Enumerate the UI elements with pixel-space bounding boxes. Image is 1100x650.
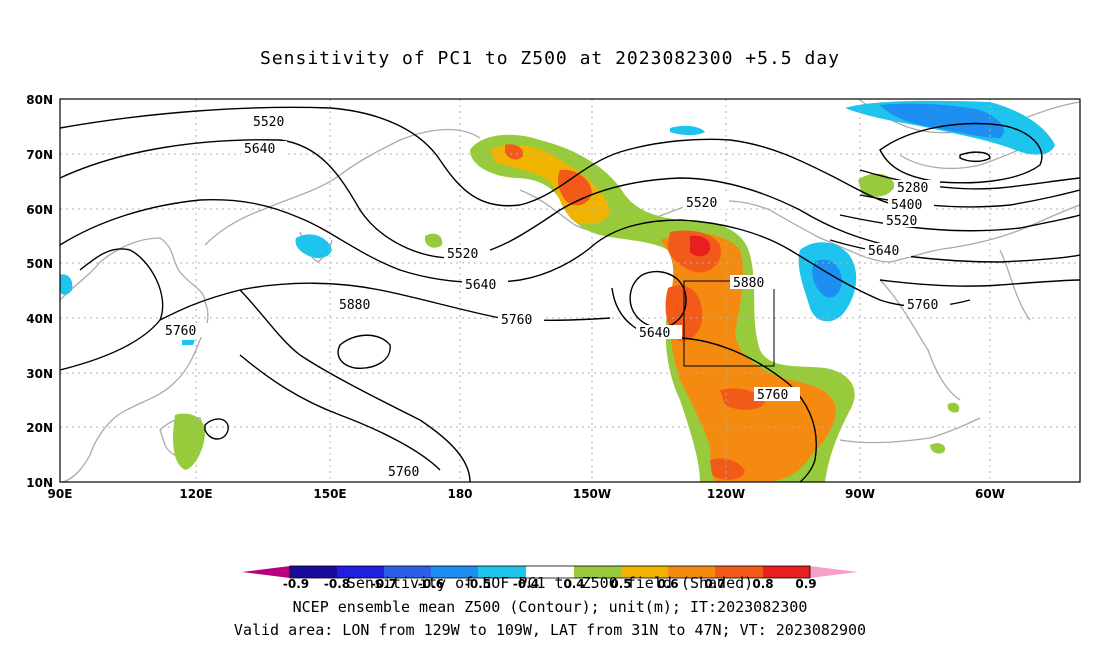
svg-text:5760: 5760 xyxy=(907,298,938,313)
colorbar-swatch xyxy=(621,566,668,578)
svg-text:5880: 5880 xyxy=(339,298,370,313)
z500-contours xyxy=(60,106,1080,482)
lat-tick-label: 70N xyxy=(26,148,53,162)
lon-tick-label: 150E xyxy=(313,487,346,501)
svg-text:5760: 5760 xyxy=(388,465,419,480)
lon-tick-label: 150W xyxy=(573,487,611,501)
contour-label: 5760 xyxy=(754,387,800,403)
svg-text:5760: 5760 xyxy=(165,324,196,339)
colorbar-tick: 0.8 xyxy=(752,577,773,591)
lon-tick-label: 120W xyxy=(707,487,745,501)
svg-text:5760: 5760 xyxy=(757,388,788,403)
lon-tick-label: 90W xyxy=(845,487,875,501)
contour-label: 5280 xyxy=(894,180,940,196)
lon-tick-label: 60W xyxy=(975,487,1005,501)
contour-label: 5760 xyxy=(904,297,950,313)
contour-label: 5400 xyxy=(888,197,934,213)
contour-label: 5760 xyxy=(385,464,431,480)
lat-tick-label: 40N xyxy=(26,312,53,326)
svg-text:5640: 5640 xyxy=(465,278,496,293)
map-frame xyxy=(59,98,1081,483)
lat-tick-label: 30N xyxy=(26,367,53,381)
svg-text:5520: 5520 xyxy=(886,214,917,229)
lon-tick-label: 180 xyxy=(447,487,472,501)
svg-text:5640: 5640 xyxy=(868,244,899,259)
lat-tick-label: 10N xyxy=(26,476,53,490)
lon-tick-label: 120E xyxy=(179,487,212,501)
contour-label: 5880 xyxy=(336,297,382,313)
colorbar-swatch xyxy=(668,566,715,578)
lat-tick-label: 20N xyxy=(26,421,53,435)
contour-label: 5640 xyxy=(636,325,682,341)
svg-text:5400: 5400 xyxy=(891,198,922,213)
colorbar-left-tip xyxy=(242,566,290,578)
svg-text:5520: 5520 xyxy=(686,196,717,211)
svg-text:5520: 5520 xyxy=(253,115,284,130)
shading-caption: Sensitivity of EOF PC1 to Z500 field (Sh… xyxy=(346,574,754,592)
contour-label: 5760 xyxy=(162,323,208,339)
colorbar-tick: 0.5 xyxy=(610,577,631,591)
colorbar-tick: -0.9 xyxy=(283,577,309,591)
svg-text:5520: 5520 xyxy=(447,247,478,262)
colorbar-tick: 0.6 xyxy=(657,577,678,591)
colorbar-swatch xyxy=(763,566,810,578)
colorbar-swatch xyxy=(478,566,526,578)
lon-axis-labels: 90E 120E 150E 180 150W 120W 90W 60W xyxy=(48,487,1005,501)
colorbar-swatch xyxy=(431,566,478,578)
gridlines xyxy=(60,99,1080,482)
lat-axis-labels: 80N 70N 60N 50N 40N 30N 20N 10N xyxy=(26,93,53,490)
contour-caption: NCEP ensemble mean Z500 (Contour); unit(… xyxy=(292,598,808,616)
svg-text:5640: 5640 xyxy=(639,326,670,341)
colorbar-swatch xyxy=(526,566,574,578)
contour-label: 5520 xyxy=(250,114,296,130)
valid-area-caption: Valid area: LON from 129W to 109W, LAT f… xyxy=(233,621,867,639)
contour-label: 5640 xyxy=(241,141,287,157)
contour-label-layer: 5520 5640 5520 5640 5760 5880 5760 5520 … xyxy=(162,114,950,480)
svg-text:5280: 5280 xyxy=(897,181,928,196)
contour-label: 5880 xyxy=(730,275,776,291)
map-title: Sensitivity of PC1 to Z500 at 2023082300… xyxy=(259,48,840,69)
colorbar-swatch xyxy=(574,566,621,578)
colorbar: -0.9 -0.8 -0.7 -0.6 -0.5 -0.4 0.4 0.5 0.… xyxy=(242,565,858,591)
colorbar-swatch xyxy=(337,566,384,578)
colorbar-tick: -0.5 xyxy=(465,577,491,591)
colorbar-swatch xyxy=(715,566,763,578)
colorbar-tick: -0.6 xyxy=(418,577,444,591)
lat-tick-label: 80N xyxy=(26,93,53,107)
lat-tick-label: 50N xyxy=(26,257,53,271)
colorbar-tick: -0.7 xyxy=(371,577,397,591)
colorbar-swatch xyxy=(384,566,431,578)
colorbar-swatch xyxy=(290,566,337,578)
colorbar-tick: 0.4 xyxy=(563,577,584,591)
svg-text:5760: 5760 xyxy=(501,313,532,328)
contour-label: 5520 xyxy=(444,246,490,262)
lon-tick-label: 90E xyxy=(48,487,73,501)
contour-label: 5520 xyxy=(883,213,929,229)
valid-area-box xyxy=(683,280,775,367)
colorbar-tick: 0.9 xyxy=(795,577,816,591)
contour-label: 5760 xyxy=(498,312,544,328)
lat-tick-label: 60N xyxy=(26,203,53,217)
colorbar-tick: 0.7 xyxy=(704,577,725,591)
svg-text:5880: 5880 xyxy=(733,276,764,291)
contour-label: 5640 xyxy=(462,277,508,293)
colorbar-right-tip xyxy=(810,566,858,578)
contour-label: 5640 xyxy=(865,243,911,259)
colorbar-tick: -0.8 xyxy=(324,577,350,591)
colorbar-tick: -0.4 xyxy=(513,577,539,591)
svg-text:5640: 5640 xyxy=(244,142,275,157)
contour-label: 5520 xyxy=(683,195,729,211)
